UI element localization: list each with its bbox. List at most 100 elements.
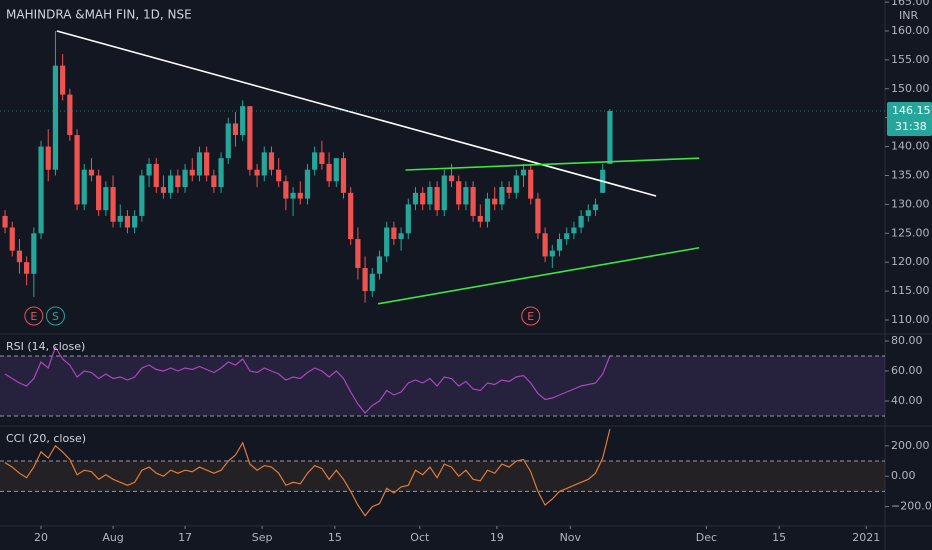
candle-body: [225, 123, 231, 159]
candle-body: [434, 187, 440, 211]
trendline: [56, 30, 657, 197]
x-tick-label: 19: [490, 531, 504, 544]
candle-body: [81, 169, 87, 205]
candle-body: [132, 215, 138, 228]
candle-body: [189, 169, 195, 176]
x-tick-label: 15: [772, 531, 786, 544]
candle-body: [348, 192, 354, 240]
candle-body: [499, 187, 505, 205]
candle-body: [204, 152, 210, 176]
candle-body: [542, 233, 548, 257]
trendline: [377, 246, 700, 305]
y-tick-label: 60.00: [891, 364, 923, 377]
candle-body: [247, 106, 253, 170]
y-tick-label: 140.00: [891, 140, 930, 153]
candle-body: [448, 175, 455, 182]
y-tick-label: 150.00: [891, 82, 930, 95]
candle-body: [268, 152, 275, 170]
x-tick-label: 17: [178, 531, 192, 544]
candle-body: [175, 175, 181, 188]
candle-body: [261, 152, 267, 176]
y-tick-label: 125.00: [891, 226, 930, 239]
y-tick-label: −200.00: [891, 500, 932, 513]
candle-body: [124, 215, 131, 228]
indicator-line: [4, 428, 611, 517]
event-marker: [24, 306, 44, 326]
y-tick-label: 155.00: [891, 53, 930, 66]
candle-body: [67, 94, 73, 136]
candle-body: [110, 187, 116, 222]
x-tick-label: 20: [34, 531, 48, 544]
candle-body: [146, 163, 152, 176]
candle-body: [376, 256, 383, 274]
candle-body: [16, 250, 23, 263]
y-tick-label: 130.00: [891, 197, 930, 210]
candle-body: [283, 181, 289, 199]
candle-body: [96, 175, 102, 211]
candle-body: [290, 192, 296, 199]
event-marker: [521, 306, 541, 326]
candle-body: [549, 250, 555, 257]
candle-body: [2, 215, 8, 228]
candle-body: [420, 192, 426, 205]
candle-body: [484, 198, 491, 222]
candle-body: [427, 187, 433, 205]
candle-body: [196, 152, 203, 176]
candle-body: [319, 152, 325, 164]
candle-body: [240, 106, 246, 136]
candle-body: [535, 198, 541, 234]
candle-body: [333, 158, 339, 182]
candle-body: [592, 204, 599, 211]
candle-body: [182, 169, 188, 188]
candle-body: [571, 227, 577, 234]
x-tick-label: Nov: [560, 531, 582, 544]
indicator-line: [4, 345, 611, 414]
candle-body: [254, 169, 260, 176]
candle-body: [304, 169, 311, 199]
candle-body: [585, 210, 591, 216]
candle-body: [528, 169, 534, 199]
y-tick-label: 80.00: [891, 334, 923, 347]
y-tick-label: 135.00: [891, 168, 930, 181]
y-tick-label: 120.00: [891, 255, 930, 268]
event-label: E: [30, 310, 37, 323]
candle-body: [31, 233, 37, 274]
candle-body: [24, 262, 30, 274]
candle-body: [326, 163, 332, 182]
candle-body: [470, 187, 476, 216]
countdown: 31:38: [895, 120, 927, 133]
candle-body: [312, 152, 318, 170]
x-tick-label: Oct: [410, 531, 430, 544]
candle-body: [211, 175, 217, 188]
candle-body: [139, 175, 145, 216]
candle-body: [607, 111, 613, 164]
candle-body: [232, 123, 239, 136]
candle-body: [456, 181, 462, 205]
candle-body: [88, 169, 95, 176]
candle-body: [564, 233, 570, 240]
candle-body: [276, 169, 282, 182]
candle-body: [369, 273, 375, 292]
y-tick-label: 200.00: [891, 439, 930, 452]
candle-body: [492, 198, 498, 205]
candle-body: [384, 227, 390, 257]
candle-body: [513, 175, 519, 193]
chart-title: MAHINDRA &MAH FIN, 1D, NSE: [6, 8, 192, 22]
candle-body: [297, 192, 303, 199]
candle-body: [45, 146, 51, 170]
x-tick-label: Dec: [696, 531, 717, 544]
candle-body: [160, 187, 167, 193]
last-price-tag: [887, 102, 932, 137]
x-tick-label: 15: [328, 531, 342, 544]
indicator-label: RSI (14, close): [6, 340, 85, 353]
x-tick-label: 2021: [852, 531, 880, 544]
candle-body: [362, 267, 368, 292]
trendline: [405, 157, 700, 171]
candle-body: [506, 187, 512, 193]
x-tick-label: Aug: [102, 531, 123, 544]
candle-body: [38, 146, 44, 234]
y-tick-label: 165.00: [891, 0, 930, 8]
